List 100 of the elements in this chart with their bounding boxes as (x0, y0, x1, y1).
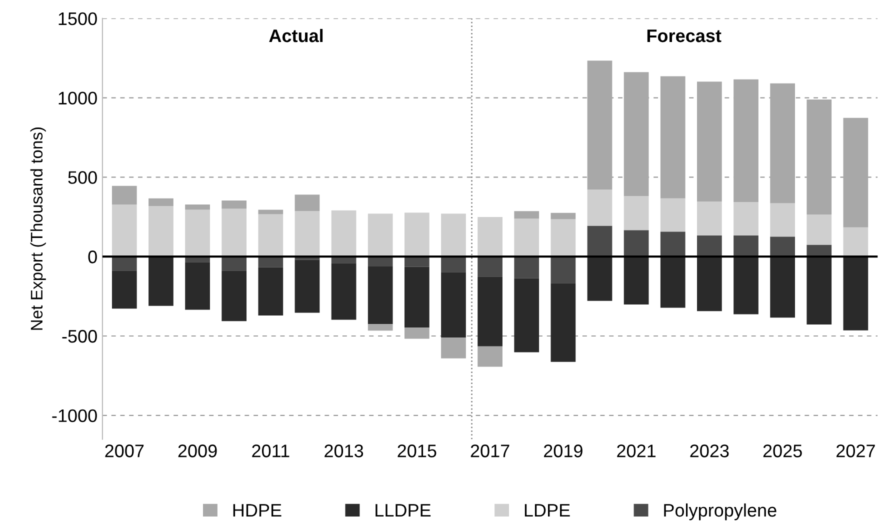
bar (222, 256, 247, 271)
y-tick-label: -1000 (52, 409, 97, 422)
bar (806, 244, 832, 257)
bar (441, 256, 466, 272)
bar (806, 100, 832, 215)
legend-label: Polypropylene (664, 503, 776, 520)
bar (734, 79, 758, 202)
x-tick-label: 2027 (836, 444, 875, 458)
bar (222, 270, 247, 322)
bar (697, 202, 722, 236)
bar (550, 256, 576, 284)
bar (624, 196, 649, 230)
bar (478, 276, 502, 346)
bar (404, 328, 430, 339)
bar (624, 72, 649, 196)
x-tick-label: 2023 (690, 444, 729, 458)
legend-label: LDPE (524, 504, 570, 517)
x-tick-label: 2009 (178, 444, 217, 458)
annotation: Actual (269, 28, 323, 42)
bar (660, 198, 686, 232)
bar (368, 324, 393, 331)
bar (734, 202, 758, 236)
bar (404, 256, 430, 267)
legend-label: LLDPE (376, 504, 431, 517)
x-tick-label: 2025 (763, 444, 802, 458)
y-axis-title: Net Export (Thousand tons) (30, 127, 46, 330)
bar (368, 214, 393, 257)
bar (587, 226, 612, 257)
bar (587, 60, 612, 190)
bar (294, 194, 320, 212)
bar (294, 211, 320, 257)
bar (294, 260, 320, 313)
x-tick-label: 2021 (617, 444, 656, 458)
bar (258, 210, 284, 214)
bar (770, 236, 795, 257)
bar (112, 204, 137, 257)
bar (843, 256, 868, 330)
bar (514, 218, 540, 257)
bar (514, 256, 540, 278)
bar (441, 214, 466, 257)
bar (697, 235, 722, 257)
bar (587, 190, 612, 226)
bar (660, 232, 686, 257)
bar (697, 82, 722, 202)
bar (697, 256, 722, 312)
bar (148, 198, 174, 206)
bar (112, 186, 137, 205)
bar (514, 278, 540, 352)
bar (185, 204, 210, 210)
y-tick-label: 1000 (58, 92, 97, 105)
x-tick-label: 2019 (544, 444, 582, 458)
y-tick-label: 500 (68, 171, 97, 184)
bar (112, 270, 137, 309)
y-tick-label: -500 (62, 330, 97, 343)
bar (404, 212, 430, 257)
bar (734, 235, 758, 257)
bar (222, 208, 247, 257)
bar (112, 256, 137, 271)
y-tick-label: 1500 (58, 12, 97, 26)
x-tick-label: 2015 (398, 444, 436, 458)
bar (550, 283, 576, 362)
x-tick-label: 2007 (105, 444, 144, 458)
bar (148, 206, 174, 257)
y-tick-label: 0 (88, 250, 97, 264)
bar (770, 256, 795, 318)
bar (331, 210, 356, 257)
bar (441, 338, 466, 358)
bar (258, 214, 284, 257)
bar (660, 76, 686, 198)
bar (258, 267, 284, 316)
bar (368, 256, 393, 266)
bar (770, 203, 795, 237)
bar (222, 200, 247, 209)
bar (806, 214, 832, 245)
bar (550, 212, 576, 220)
bar (478, 346, 502, 367)
bar (587, 256, 612, 301)
bar (478, 256, 502, 277)
bar (514, 211, 540, 219)
bar (404, 266, 430, 328)
x-tick-label: 2017 (470, 444, 510, 458)
bar (624, 256, 649, 305)
bar (550, 219, 576, 257)
bar (734, 256, 758, 314)
annotation: Forecast (647, 30, 722, 42)
bar (770, 83, 795, 204)
bar (185, 210, 210, 257)
bar (258, 256, 284, 268)
bar (843, 227, 868, 257)
bar (478, 217, 502, 257)
x-tick-label: 2011 (252, 444, 290, 458)
bar (660, 256, 686, 308)
bar (368, 266, 393, 324)
bar (148, 256, 174, 306)
legend-label: HDPE (233, 504, 282, 517)
bar (624, 230, 649, 257)
bar (185, 262, 210, 310)
bar (806, 256, 832, 325)
bar (843, 118, 868, 228)
x-tick-label: 2013 (324, 444, 364, 458)
